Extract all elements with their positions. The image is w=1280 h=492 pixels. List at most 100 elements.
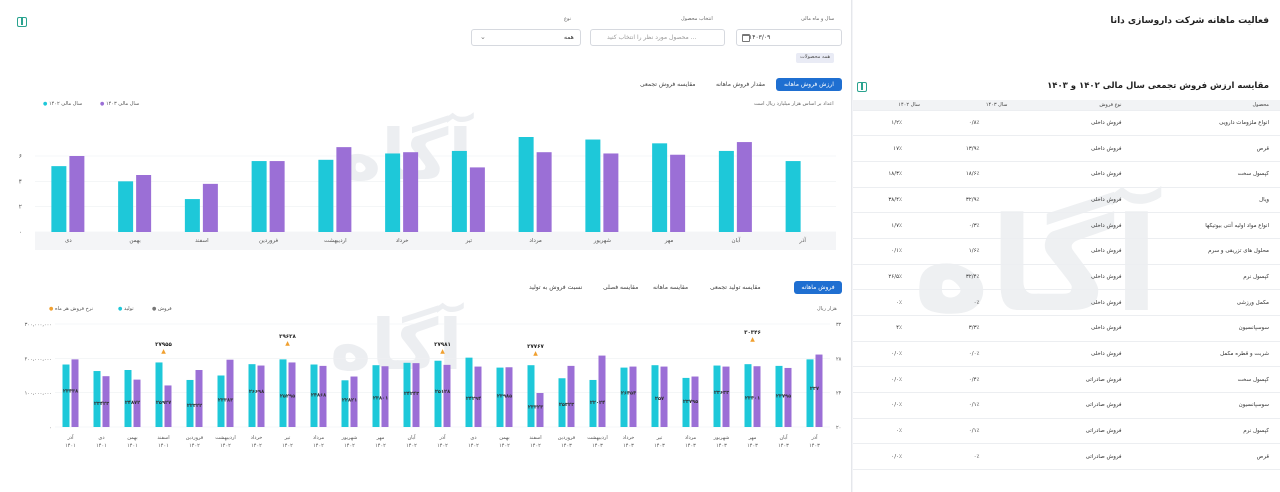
table-cell: قرص xyxy=(1123,443,1280,471)
table-row[interactable]: قرص فروش داخلی ۱۳/۹٪ ۱۷٪ xyxy=(853,135,1280,162)
table-cell: ۳۲/۴٪ xyxy=(921,264,1010,291)
x-tick-year: ۱۴۰۳ xyxy=(685,443,696,449)
bar-production xyxy=(443,364,451,427)
table-row[interactable]: کپسول نرم فروش داخلی ۳۲/۴٪ ۲۶/۵٪ xyxy=(853,264,1280,291)
table-row[interactable]: کپسول سخت فروش داخلی ۱۸/۶٪ ۱۸/۳٪ xyxy=(853,161,1280,188)
table-cell: ۲۶/۵٪ xyxy=(853,264,922,291)
bar-1403 xyxy=(670,154,686,232)
bar-data-label: ۲۴۸۷۲ xyxy=(125,400,140,406)
x-tick-label: فروردین xyxy=(558,435,576,441)
bar-production xyxy=(257,365,265,427)
all-products-chip[interactable]: همه محصولات xyxy=(796,53,835,63)
table-cell: ۰/۰٪ xyxy=(853,443,922,471)
bar-sales xyxy=(124,370,132,427)
x-tick-label: آبان xyxy=(408,434,417,441)
bar-1402 xyxy=(518,137,534,232)
bar-1403 xyxy=(469,167,485,232)
table-cell: فروش صادراتی xyxy=(1009,418,1124,445)
x-tick-year: ۱۴۰۱ xyxy=(158,443,169,449)
tab-monthly-sales-qty[interactable]: مقدار فروش ماهانه xyxy=(716,81,766,88)
bar-sales xyxy=(713,365,721,427)
rate-marker-label: ۲۷۹۸۱ xyxy=(434,342,451,348)
table-row[interactable]: سوسپانسیون فروش صادراتی ۰/۱٪ ۰/۰٪ xyxy=(853,392,1280,419)
calendar-icon[interactable] xyxy=(742,34,750,42)
table-row[interactable]: انواع مواد اولیه آنتی بیوتیکها فروش داخلی… xyxy=(853,212,1280,239)
panel-toggle-icon[interactable] xyxy=(17,17,27,27)
table-cell: ۱/۶٪ xyxy=(921,238,1010,265)
year-month-field[interactable]: ۱۴۰۳/۰۹ xyxy=(736,29,842,46)
chart2-legend-sales: ● فروش xyxy=(152,306,172,312)
bar-1402 xyxy=(385,153,401,232)
table-cell: ۰/۰٪ xyxy=(853,366,922,394)
table-row[interactable]: شربت و قطره مکمل فروش داخلی ۰/۰٪ ۰/۰٪ xyxy=(853,341,1280,368)
y-tick-label: ۰ xyxy=(19,229,22,236)
y-right-tick-label: ۳۲ xyxy=(836,322,842,328)
type-select[interactable]: همه ⌄ xyxy=(471,29,581,46)
x-tick-label: آبان xyxy=(731,237,740,244)
rate-marker: ▲ xyxy=(161,348,166,355)
bar-production xyxy=(71,359,79,427)
table-row[interactable]: قرص فروش صادراتی ۰٪ ۰/۰٪ xyxy=(853,443,1280,471)
table-row[interactable]: ویال فروش داخلی ۳۲/۹٪ ۳۸/۴٪ xyxy=(853,187,1280,214)
rate-marker: ▲ xyxy=(533,350,538,357)
bar-data-label: ۲۵۳۲۳ xyxy=(559,402,574,408)
bar-data-label: ۲۳۴۳۸ xyxy=(63,389,78,395)
x-tick-label: شهریور xyxy=(341,435,358,441)
tab-monthly-compare[interactable]: مقایسه ماهانه xyxy=(653,284,689,291)
x-tick-label: شهریور xyxy=(593,238,612,244)
bar-data-label: ۲۲۳۲۲ xyxy=(187,403,202,409)
x-tick-label: اسفند xyxy=(195,238,209,244)
x-tick-label: بهمن xyxy=(499,435,509,441)
tab-monthly-sales-value[interactable]: ارزش فروش ماهانه xyxy=(776,78,842,91)
x-tick-year: ۱۴۰۲ xyxy=(406,443,417,449)
table-cell: ۰/۰٪ xyxy=(921,341,1010,368)
table-header-cell: سال ۱۴۰۳ xyxy=(921,100,1010,111)
chart1-legend-1403: ● سال مالی ۱۴۰۳ xyxy=(100,101,140,107)
table-cell: ۰/۱٪ xyxy=(921,418,1010,445)
y-tick-label: ۲۰۰,۰۰۰,۰۰۰ xyxy=(25,356,52,362)
bar-data-label: ۲۳۶۳۳ xyxy=(714,390,729,396)
table-row[interactable]: مکمل ورزشی فروش داخلی ۰٪ ۰٪ xyxy=(853,289,1280,316)
product-label: انتخاب محصول xyxy=(681,16,713,22)
bar-sales xyxy=(620,367,628,427)
product-select[interactable]: محصول مورد نظر را انتخاب کنید ... xyxy=(590,29,725,46)
tab-cumulative-production[interactable]: مقایسه تولید تجمعی xyxy=(710,284,761,291)
bar-production xyxy=(691,376,699,427)
table-row[interactable]: کپسول نرم فروش صادراتی ۰/۱٪ ۰٪ xyxy=(853,418,1280,445)
bar-data-label: ۲۵۹۲۷ xyxy=(156,400,171,406)
bar-production xyxy=(722,366,730,427)
bar-data-label: ۲۳۳۲۳ xyxy=(528,404,543,410)
bar-1402 xyxy=(785,161,801,232)
tab-seasonal-compare[interactable]: مقایسه فصلی xyxy=(603,284,639,291)
table-cell: ۳۲/۹٪ xyxy=(921,187,1010,214)
bar-1403 xyxy=(69,156,85,232)
chart2-legend-production: ● تولید xyxy=(118,306,134,312)
bar-1403 xyxy=(536,152,552,232)
bar-production xyxy=(195,370,203,427)
x-tick-label: اردیبهشت xyxy=(324,238,347,244)
bar-production xyxy=(164,385,172,427)
table-cell: ۳۸/۴٪ xyxy=(853,187,922,214)
x-tick-label: آذر xyxy=(810,434,818,441)
bar-production xyxy=(474,366,482,427)
table-toggle-icon[interactable] xyxy=(857,82,867,92)
bar-data-label: ۲۲۰۲۴ xyxy=(590,400,605,406)
table-row[interactable]: کپسول سخت فروش صادراتی ۰/۴٪ ۰/۰٪ xyxy=(853,366,1280,394)
tab-sales-production-ratio[interactable]: نسبت فروش به تولید xyxy=(529,284,583,291)
table-row[interactable]: سوسپانسیون فروش داخلی ۳/۳٪ ۴٪ xyxy=(853,315,1280,342)
table-cell: فروش داخلی xyxy=(1009,315,1124,342)
tab-cumulative-sales[interactable]: مقایسه فروش تجمعی xyxy=(640,81,696,88)
x-tick-year: ۱۴۰۲ xyxy=(313,443,324,449)
bar-sales xyxy=(682,377,690,427)
bar-production xyxy=(505,367,513,427)
tab-monthly-sales[interactable]: فروش ماهانه xyxy=(794,281,842,294)
y-tick-label: ۲ xyxy=(19,204,22,211)
bar-data-label: ۲۴۲۹۴ xyxy=(466,396,481,402)
table-cell: فروش داخلی xyxy=(1009,212,1124,239)
y-tick-label: ۶ xyxy=(19,153,22,160)
table-row[interactable]: محلول های تزریقی و سرم فروش داخلی ۱/۶٪ ۰/۱٪ xyxy=(853,238,1280,265)
x-tick-year: ۱۴۰۱ xyxy=(127,443,138,449)
table-row[interactable]: انواع ملزومات دارویی فروش داخلی ۰/۸٪ ۱/۲٪ xyxy=(853,110,1280,137)
rate-marker: ▲ xyxy=(750,336,755,343)
x-tick-year: ۱۴۰۲ xyxy=(251,443,262,449)
